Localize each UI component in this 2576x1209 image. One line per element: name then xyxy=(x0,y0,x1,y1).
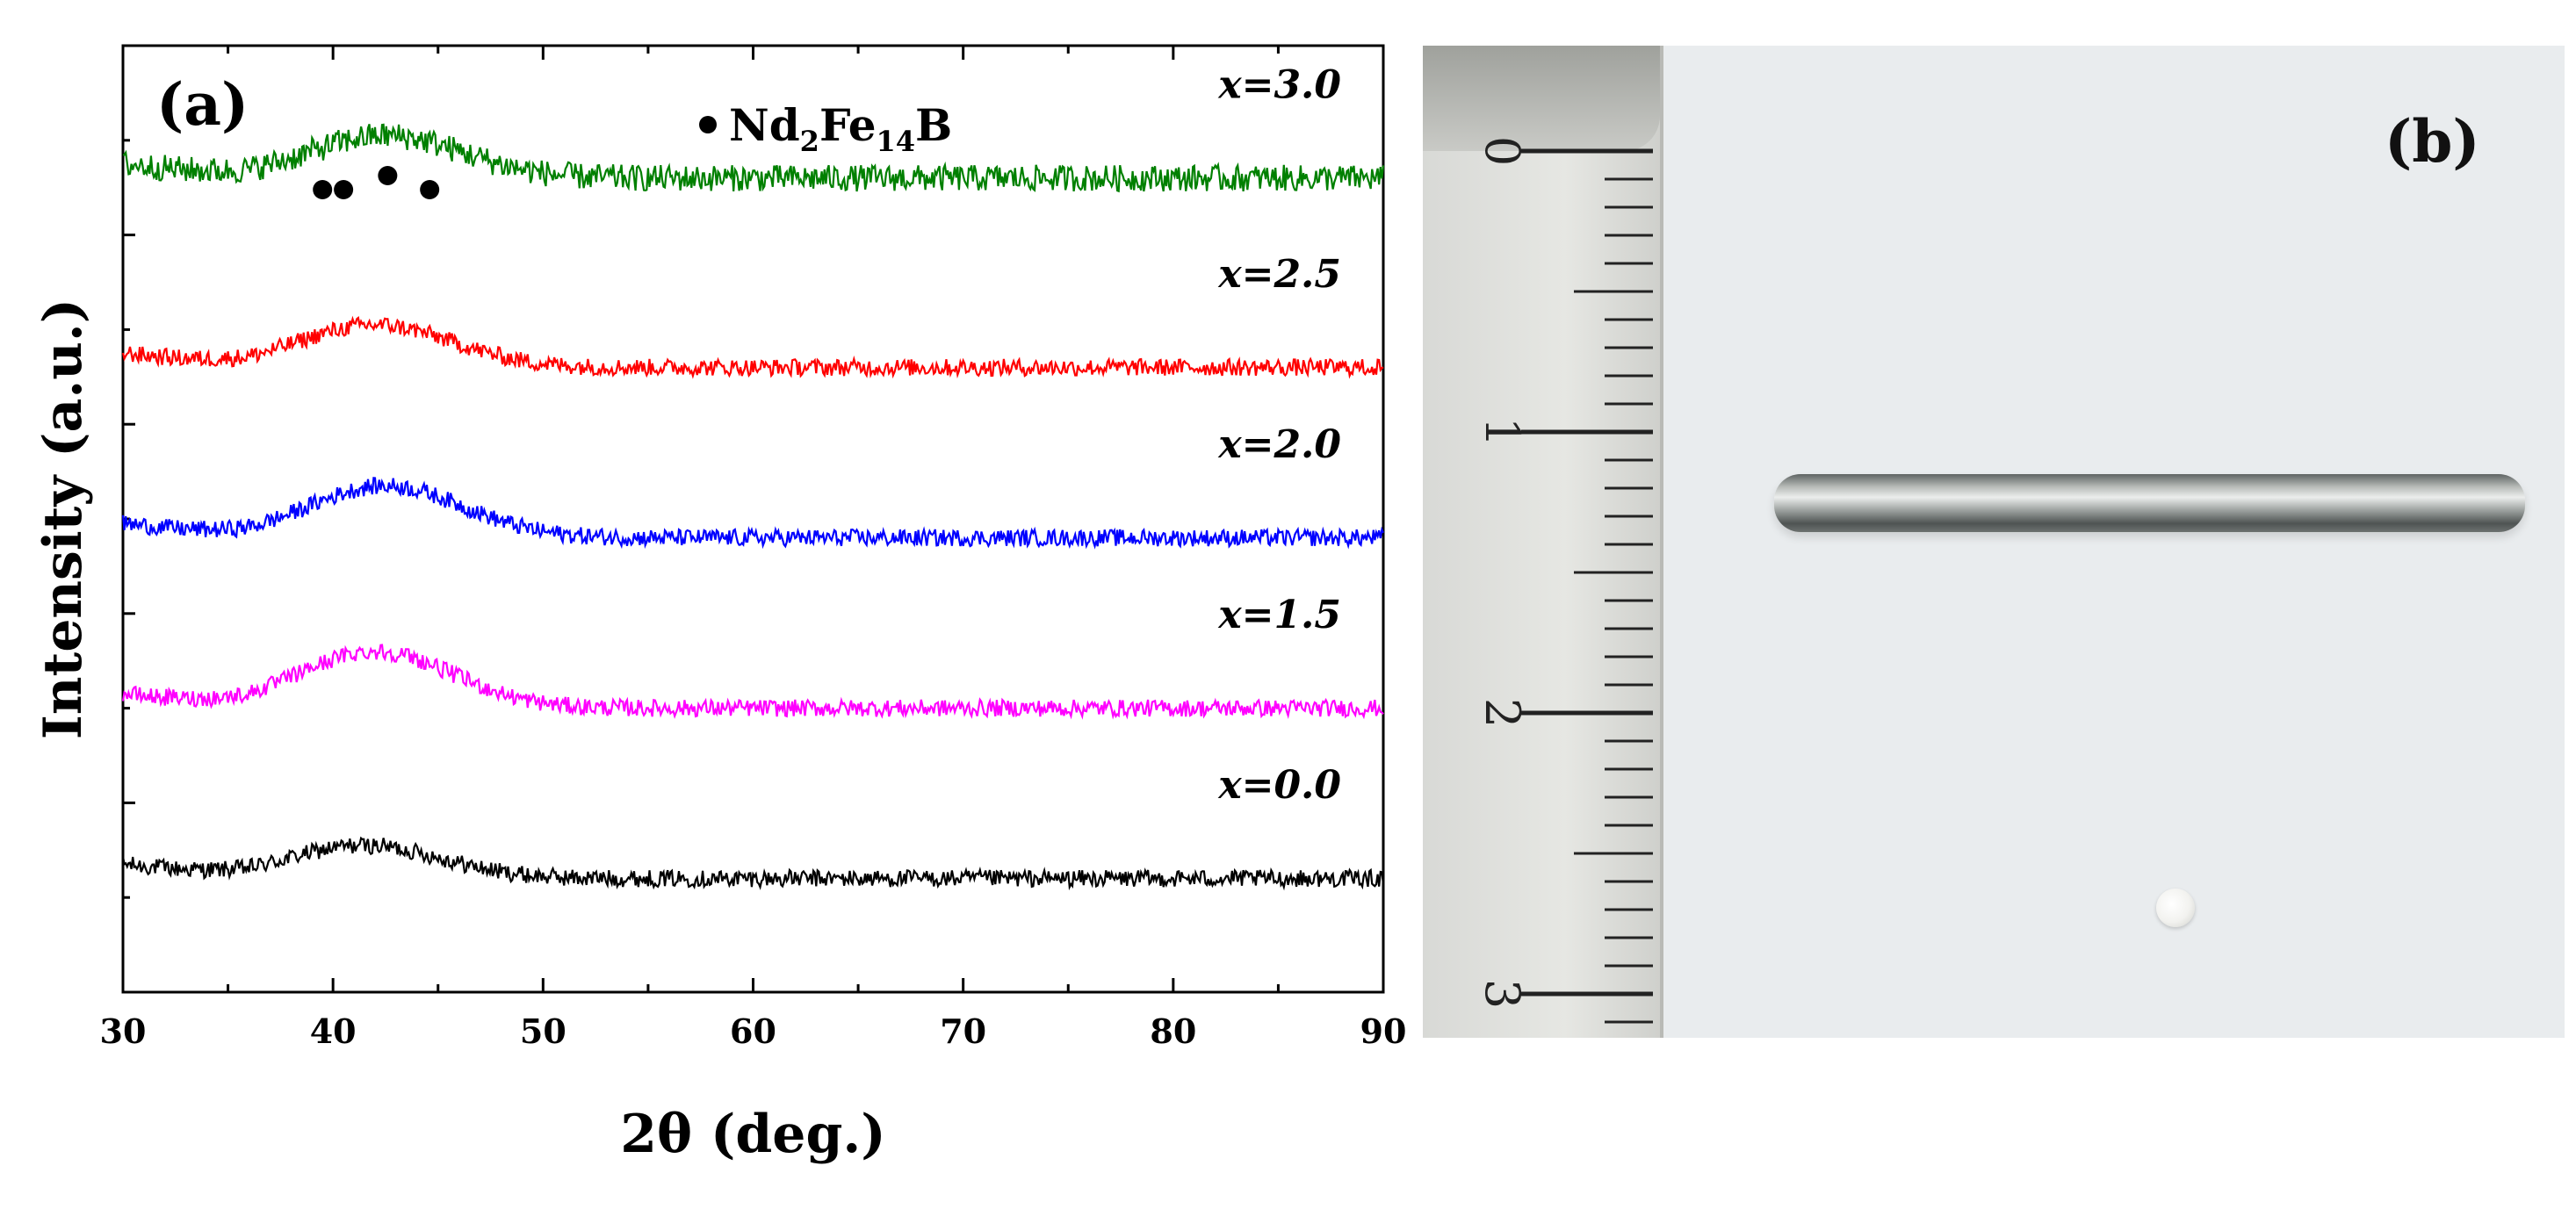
series-line xyxy=(121,836,1385,891)
series-label: x=3.0 xyxy=(1217,62,1341,107)
ruler-number: 0 xyxy=(1475,136,1530,166)
peak-marker xyxy=(378,166,398,185)
x-axis-label: 2θ (deg.) xyxy=(620,1104,885,1165)
xrd-chart: 30 40 50 60 70 80 90 2θ (deg.) Intensity (a.u.)… xyxy=(32,44,1406,1165)
legend-label: Nd2Fe14B xyxy=(729,99,952,158)
panel-a-label: (a) xyxy=(156,70,249,139)
ruler-number: 3 xyxy=(1475,979,1530,1009)
ruler-number: 1 xyxy=(1475,417,1530,447)
xrd-chart-panel: 30 40 50 60 70 80 90 2θ (deg.) Intensity (a.u.)… xyxy=(32,44,1406,1165)
x-tick-label: 70 xyxy=(940,1011,986,1051)
panel-b-label: (b) xyxy=(2385,107,2480,176)
series-line xyxy=(121,644,1384,720)
peak-marker xyxy=(420,180,440,199)
legend-marker xyxy=(699,116,717,133)
sample-photo-panel: 0 1 2 3 (b) xyxy=(1423,46,2565,1038)
series-label: x=2.5 xyxy=(1217,252,1341,297)
series-line xyxy=(121,477,1384,550)
alloy-rod xyxy=(1774,474,2525,532)
x-tick-label: 30 xyxy=(100,1011,147,1051)
peak-marker xyxy=(313,180,333,199)
ruler xyxy=(1423,46,1663,1038)
x-tick-label: 40 xyxy=(310,1011,357,1051)
series-layer xyxy=(121,123,1385,891)
series-label: x=1.5 xyxy=(1217,593,1341,637)
x-tick-label: 80 xyxy=(1150,1011,1196,1051)
peak-marker xyxy=(334,180,354,199)
ruler-end xyxy=(1423,46,1660,151)
ruler-scale: 0 1 2 3 xyxy=(1475,136,1653,1024)
series-label: x=2.0 xyxy=(1217,422,1341,467)
alloy-disc xyxy=(2156,889,2195,927)
series-label: x=0.0 xyxy=(1217,763,1341,808)
x-tick-label: 50 xyxy=(520,1011,566,1051)
chart-axes: 30 40 50 60 70 80 90 xyxy=(100,44,1406,1051)
x-tick-label: 60 xyxy=(730,1011,776,1051)
labels-layer: 2θ (deg.) Intensity (a.u.) (a) Nd2Fe14B x=0.… xyxy=(32,62,1341,1165)
x-tick-label: 90 xyxy=(1360,1011,1405,1051)
ruler-number: 2 xyxy=(1475,698,1530,728)
series-line xyxy=(121,315,1384,379)
y-axis-label: Intensity (a.u.) xyxy=(32,299,94,739)
series-line xyxy=(122,123,1385,193)
